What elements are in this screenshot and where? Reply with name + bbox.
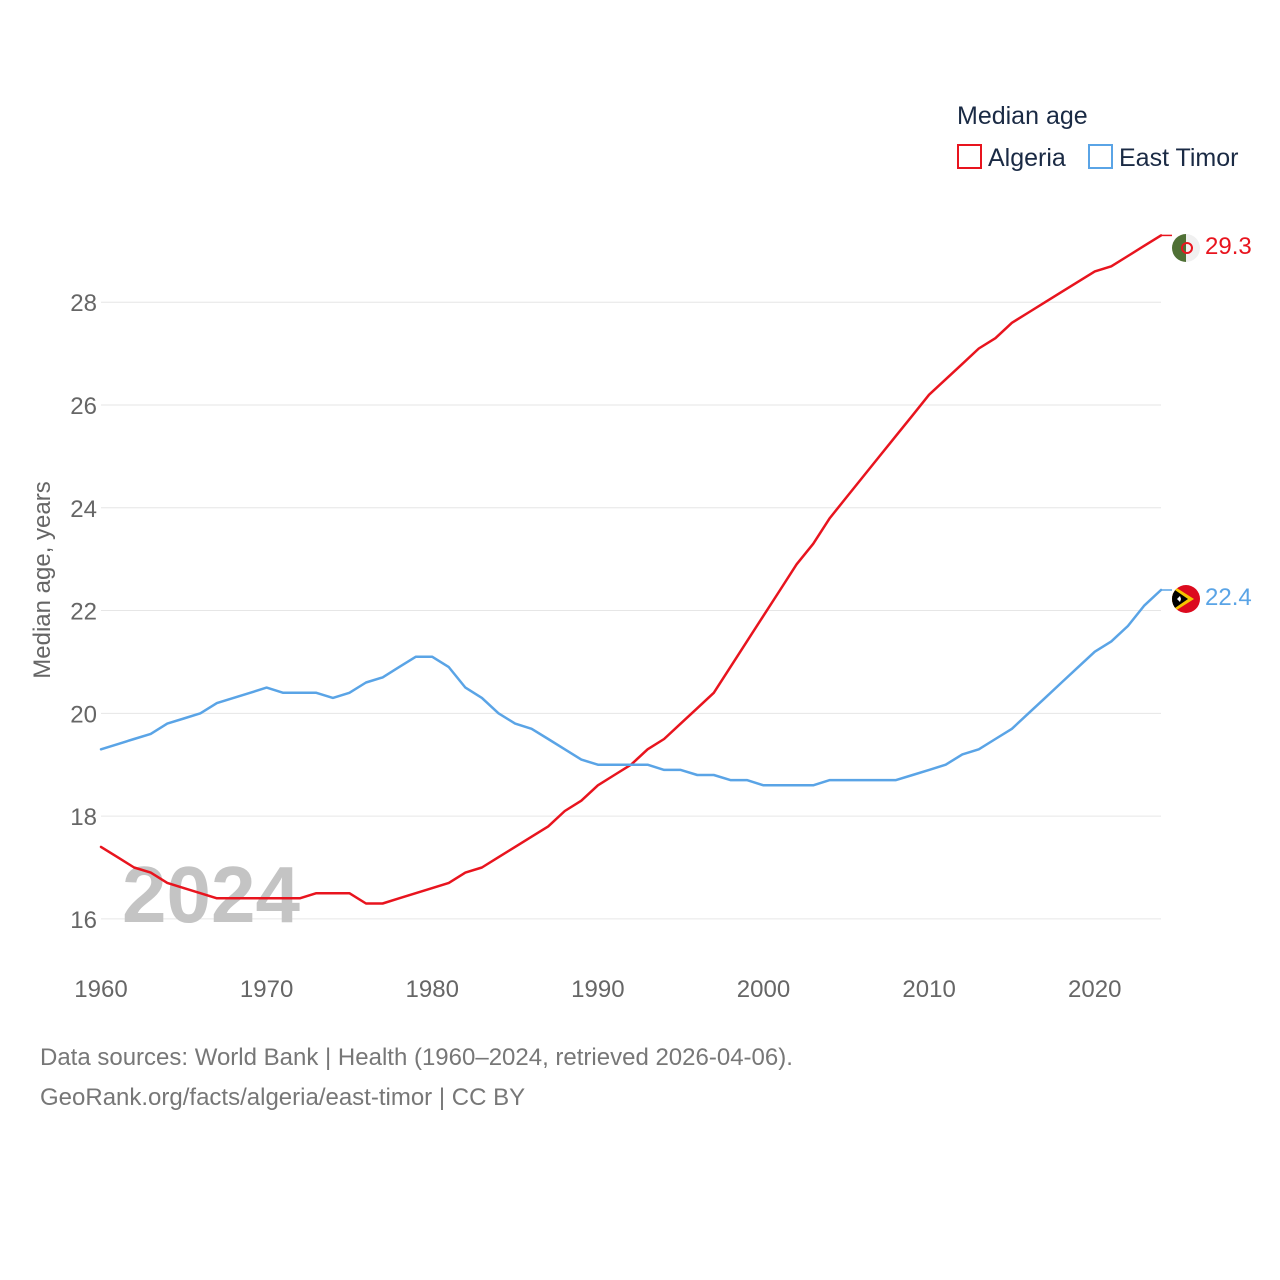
legend-swatch-east-timor [1088, 144, 1113, 169]
data-source-note: Data sources: World Bank | Health (1960–… [40, 1044, 793, 1071]
legend: Median age Algeria East Timor [957, 102, 1238, 172]
x-tick-labels: 1960 1970 1980 1990 2000 2010 2020 [74, 976, 1121, 1003]
legend-title: Median age [957, 102, 1088, 130]
legend-item-algeria[interactable]: Algeria [957, 144, 1066, 172]
x-tick-label-2000: 2000 [737, 976, 790, 1003]
y-tick-label-28: 28 [70, 290, 97, 317]
x-tick-label-1960: 1960 [74, 976, 127, 1003]
y-tick-label-16: 16 [70, 907, 97, 934]
x-tick-label-1980: 1980 [406, 976, 459, 1003]
y-tick-label-22: 22 [70, 599, 97, 626]
y-axis-title: Median age, years [29, 481, 56, 678]
legend-swatch-algeria [957, 144, 982, 169]
source-link-license[interactable]: GeoRank.org/facts/algeria/east-timor | C… [40, 1084, 526, 1111]
legend-label-algeria: Algeria [988, 144, 1066, 172]
legend-item-east-timor[interactable]: East Timor [1088, 144, 1238, 172]
current-year-watermark: 2024 [122, 850, 300, 939]
east-timor-end-value-label: 22.4 [1205, 584, 1252, 611]
series-line-east-timor[interactable] [99, 588, 1163, 787]
series-line-algeria[interactable] [99, 234, 1163, 905]
x-tick-label-2010: 2010 [902, 976, 955, 1003]
x-tick-label-1970: 1970 [240, 976, 293, 1003]
y-tick-labels: 16 18 20 22 24 26 28 [70, 290, 97, 934]
y-gridlines [101, 301, 1161, 920]
y-tick-label-26: 26 [70, 393, 97, 420]
algeria-end-value-label: 29.3 [1205, 233, 1252, 260]
y-tick-label-24: 24 [70, 496, 97, 523]
y-tick-label-20: 20 [70, 701, 97, 728]
x-tick-label-1990: 1990 [571, 976, 624, 1003]
x-tick-label-2020: 2020 [1068, 976, 1121, 1003]
algeria-flag-icon [1172, 234, 1200, 262]
legend-label-east-timor: East Timor [1119, 144, 1238, 172]
east-timor-flag-icon [1172, 585, 1200, 613]
series-lines [99, 234, 1172, 905]
y-tick-label-18: 18 [70, 804, 97, 831]
